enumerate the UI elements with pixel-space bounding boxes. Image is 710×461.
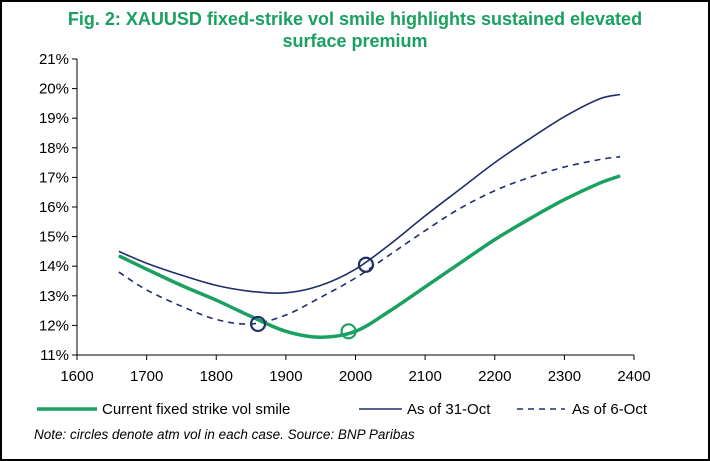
x-tick-label: 1600: [60, 368, 93, 385]
y-tick-label: 20%: [39, 81, 69, 98]
chart-note: Note: circles denote atm vol in each cas…: [34, 427, 415, 442]
x-tick-label: 2300: [548, 368, 581, 385]
x-tick-label: 2200: [478, 368, 511, 385]
y-tick-label: 14%: [39, 258, 69, 275]
x-tick-label: 2400: [617, 368, 650, 385]
atm-marker-0: [340, 323, 357, 340]
series-line-0: [118, 174, 621, 339]
x-tick-label: 1800: [200, 368, 233, 385]
y-tick-label: 19%: [39, 110, 69, 127]
legend-label-2: As of 6-Oct: [572, 401, 648, 418]
legend-label-1: As of 31-Oct: [407, 401, 491, 418]
y-tick-label: 17%: [39, 169, 69, 186]
chart-title-line-1: Fig. 2: XAUUSD fixed-strike vol smile hi…: [67, 9, 643, 29]
atm-marker-2: [249, 315, 267, 333]
y-tick-label: 15%: [39, 229, 69, 246]
y-tick-label: 11%: [40, 347, 69, 364]
y-tick-label: 12%: [39, 317, 69, 334]
y-tick-label: 16%: [39, 199, 69, 216]
atm-marker-1: [357, 256, 375, 273]
x-tick-label: 2100: [408, 368, 441, 385]
y-tick-label: 18%: [39, 140, 69, 157]
x-tick-label: 2000: [339, 368, 372, 385]
x-tick-label: 1700: [130, 368, 163, 385]
series-line-2: [118, 155, 621, 325]
y-tick-label: 21%: [39, 51, 69, 68]
chart-title-line-2: surface premium: [282, 31, 428, 51]
series-line-1: [118, 93, 621, 294]
chart-title: Fig. 2: XAUUSD fixed-strike vol smile hi…: [2, 8, 708, 52]
legend-label-0: Current fixed strike vol smile: [102, 401, 290, 418]
y-tick-label: 13%: [39, 288, 69, 305]
x-tick-label: 1900: [269, 368, 302, 385]
